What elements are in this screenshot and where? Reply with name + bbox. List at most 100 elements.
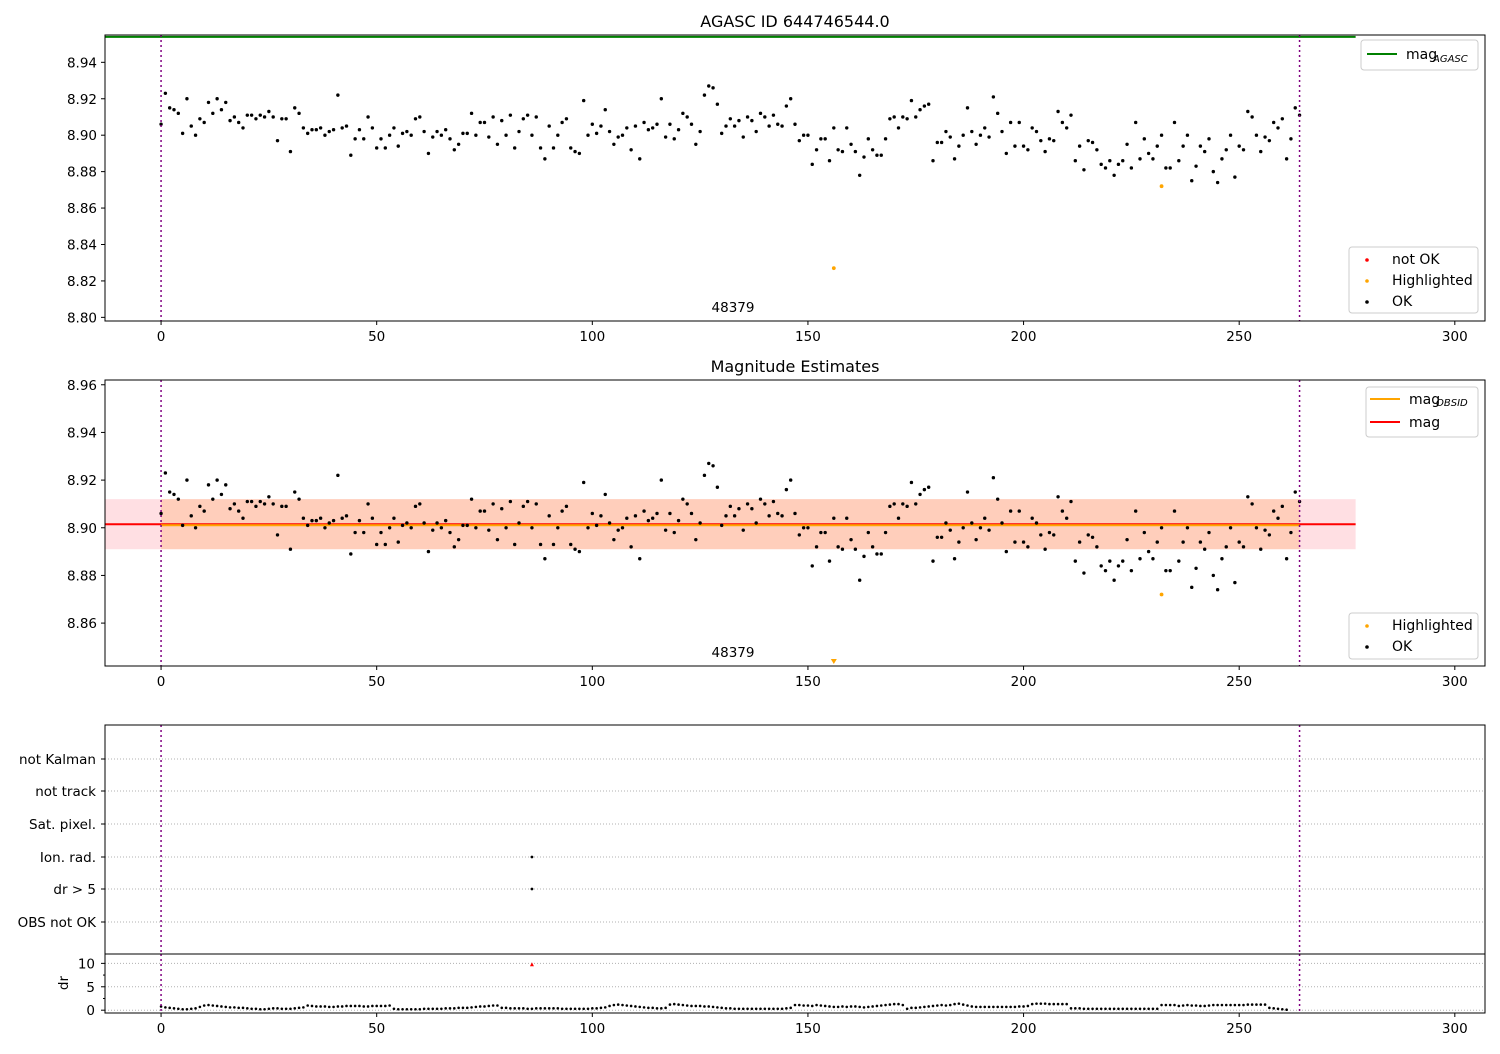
data-point-ok xyxy=(1159,133,1164,137)
dr-point xyxy=(1233,1003,1237,1007)
data-point-ok xyxy=(1284,157,1289,161)
data-point-ok xyxy=(431,528,435,532)
data-point-ok xyxy=(875,552,879,556)
data-point-ok xyxy=(474,526,478,530)
data-point-ok xyxy=(1047,137,1052,141)
data-point-ok xyxy=(504,526,508,530)
data-point-ok xyxy=(1215,588,1220,592)
dr-point xyxy=(892,1002,896,1006)
data-point-ok xyxy=(491,502,495,506)
data-point-ok xyxy=(1228,526,1233,530)
data-point-ok xyxy=(892,115,896,119)
data-point-ok xyxy=(1159,526,1164,530)
data-point-ok xyxy=(293,106,297,110)
dr-point xyxy=(638,1005,642,1009)
data-point-ok xyxy=(271,115,275,119)
data-point-ok xyxy=(327,129,331,134)
dr-point xyxy=(1121,1007,1125,1011)
data-point-ok xyxy=(1108,559,1112,563)
dr-point xyxy=(707,1005,711,1008)
data-point-ok xyxy=(788,97,793,101)
data-point-ok xyxy=(1039,138,1043,143)
dr-point xyxy=(987,1005,991,1009)
dr-point xyxy=(1177,1004,1181,1008)
data-point-ok xyxy=(689,511,694,516)
data-point-ok xyxy=(1177,158,1181,163)
data-point-ok xyxy=(280,504,284,509)
dr-point xyxy=(1272,1007,1275,1010)
data-point-ok xyxy=(1013,144,1017,148)
dr-point xyxy=(992,1005,995,1009)
data-point-ok xyxy=(853,149,858,154)
dr-point xyxy=(453,1007,456,1010)
dr-point xyxy=(677,1003,680,1006)
dr-point xyxy=(345,1004,348,1008)
data-point-ok xyxy=(1052,533,1056,537)
dr-point xyxy=(461,1006,465,1010)
dr-point xyxy=(547,1007,551,1010)
data-point-ok xyxy=(702,473,707,478)
flag-label: dr > 5 xyxy=(53,882,96,898)
data-point-ok xyxy=(551,146,556,150)
dr-point xyxy=(1285,1008,1288,1012)
legend-status: not OK Highlighted OK xyxy=(1348,246,1479,314)
data-point-ok xyxy=(806,133,810,137)
dr-point xyxy=(970,1005,974,1008)
dr-point xyxy=(177,1007,180,1011)
dr-point xyxy=(867,1005,870,1009)
data-point-ok xyxy=(422,521,426,525)
data-point-ok xyxy=(827,158,832,163)
dr-point xyxy=(284,1007,288,1011)
flag-label: not Kalman xyxy=(19,752,96,768)
dr-point xyxy=(776,1007,780,1011)
dr-point xyxy=(871,1005,874,1008)
x-tick-label: 50 xyxy=(368,329,385,345)
data-point-ok xyxy=(392,126,396,130)
data-point-ok xyxy=(771,499,776,504)
dr-point xyxy=(763,1007,767,1011)
data-point-ok xyxy=(236,120,241,125)
data-point-ok xyxy=(944,521,948,525)
panel-flags: not Kalman not track Sat. pixel. Ion. rad. d… xyxy=(18,724,1486,955)
axes-frame xyxy=(104,34,1486,322)
data-point-ok xyxy=(452,545,457,549)
data-point-ok xyxy=(1013,540,1017,544)
data-point-ok xyxy=(1026,545,1030,549)
flag-label: OBS not OK xyxy=(18,915,98,931)
dr-point xyxy=(1104,1007,1107,1011)
data-point-ok xyxy=(1211,169,1216,174)
panel-dr: dr 0 50 100 150 200 250 300 0 5 10 xyxy=(56,953,1486,1037)
dr-point xyxy=(435,1007,439,1011)
data-point-ok xyxy=(581,98,586,103)
data-point-ok xyxy=(797,138,802,143)
data-point-ok xyxy=(297,497,301,501)
data-point-ok xyxy=(1151,557,1155,561)
dr-point xyxy=(1056,1002,1060,1006)
data-point-ok xyxy=(642,120,646,125)
data-point-ok xyxy=(1267,138,1272,143)
data-point-ok xyxy=(629,148,633,152)
dr-point xyxy=(582,1007,585,1011)
data-point-ok xyxy=(948,528,952,532)
data-point-ok xyxy=(745,115,750,119)
data-point-ok xyxy=(1133,509,1138,513)
data-point-ok xyxy=(659,478,664,482)
flag-label: Sat. pixel. xyxy=(29,817,96,833)
dr-point xyxy=(1276,1007,1280,1011)
data-point-ok xyxy=(284,117,288,121)
data-point-ok xyxy=(1099,162,1103,167)
dr-point xyxy=(625,1004,629,1007)
dr-point xyxy=(396,1007,400,1011)
data-point-ok xyxy=(439,526,444,530)
data-point-ok xyxy=(573,149,577,154)
data-point-ok xyxy=(780,514,784,518)
dr-point xyxy=(534,1007,538,1010)
y-tick-label: 5 xyxy=(86,980,95,996)
data-point-ok xyxy=(607,129,612,134)
dr-point xyxy=(858,1005,861,1009)
dr-point xyxy=(845,1005,849,1009)
data-point-ok xyxy=(879,153,883,157)
dr-point xyxy=(1242,1003,1245,1007)
legend-status: Highlighted OK xyxy=(1348,612,1479,660)
